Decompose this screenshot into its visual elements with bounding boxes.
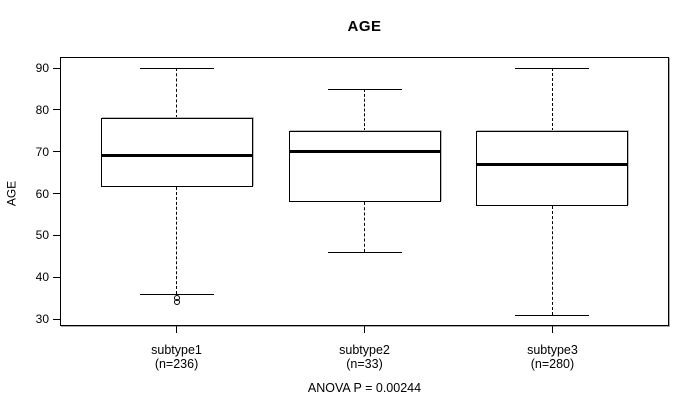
y-tick-label: 30 [35,312,49,326]
box [476,130,629,207]
y-tick-mark [53,109,60,111]
plot-area: 30 40 50 60 70 80 90 subtype1 (n=236) subtype2 (n=… [36,57,669,371]
median-line [476,162,629,166]
group-count: (n=236) [154,357,199,371]
y-tick-label: 40 [35,270,49,285]
whisker-upper [551,68,553,131]
y-tick-label: 80 [35,102,49,117]
y-tick-mark [53,67,60,69]
x-tick-mark [551,326,553,333]
x-tick-mark [364,326,365,333]
group-name: subtype2 [339,343,390,357]
y-tick-mark [53,193,60,194]
whisker-cap-upper [139,68,214,69]
group-label: subtype2 (n=33) [295,343,435,371]
whisker-cap-upper [327,88,402,90]
y-tick-label: 70 [35,144,49,159]
y-tick-label: 60 [35,186,49,201]
whisker-lower [176,187,178,294]
box [100,118,253,188]
chart-title: AGE [347,18,382,35]
outlier-point [173,299,180,306]
y-tick-label: 90 [35,61,49,75]
group-count: (n=33) [346,357,383,371]
group-label: subtype3 (n=280) [482,343,622,371]
median-line [100,154,253,158]
group-count: (n=280) [530,357,575,371]
group-label: subtype1 (n=236) [107,343,247,371]
whisker-upper [176,68,178,119]
whisker-cap-lower [327,252,402,254]
y-tick-mark [53,151,60,153]
group-name: subtype1 [151,343,202,357]
y-tick-mark [53,234,60,236]
whisker-cap-upper [515,68,590,69]
whisker-cap-lower [139,293,214,295]
plot-frame [60,57,669,326]
y-tick-label: 50 [35,228,49,243]
whisker-lower [364,201,365,253]
whisker-lower [551,206,553,315]
median-line [288,150,441,154]
whisker-upper [364,88,365,131]
y-tick-mark [53,276,60,278]
y-tick-mark [53,318,60,320]
x-tick-mark [176,326,178,333]
box [288,130,441,202]
whisker-cap-lower [515,314,590,316]
anova-note: ANOVA P = 0.00244 [307,381,422,395]
group-name: subtype3 [527,343,578,357]
